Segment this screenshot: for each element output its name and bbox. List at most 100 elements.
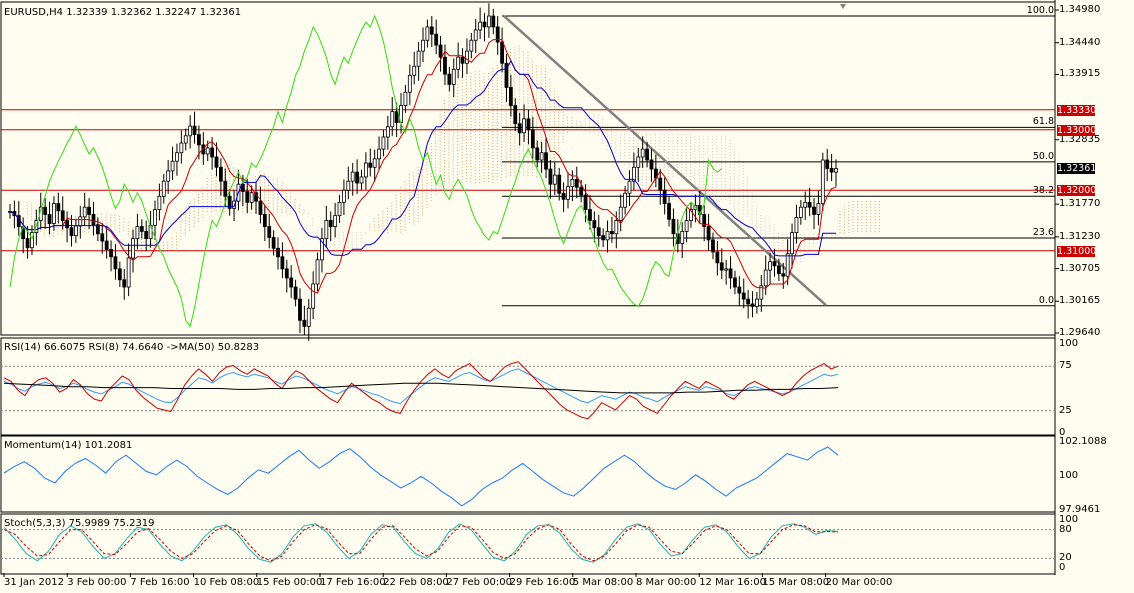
cloud-dot: [351, 253, 353, 255]
cloud-dot: [290, 201, 292, 203]
cloud-dot: [725, 198, 727, 200]
cloud-dot: [799, 248, 801, 250]
cloud-dot: [514, 91, 516, 93]
cloud-dot: [795, 248, 797, 250]
cloud-dot: [514, 136, 516, 138]
cloud-dot: [435, 127, 437, 129]
candle-body: [443, 56, 447, 75]
cloud-dot: [553, 135, 555, 137]
cloud-dot: [536, 98, 538, 100]
cloud-dot: [487, 103, 489, 105]
cloud-dot: [725, 183, 727, 185]
date-tick-label: 27 Feb 00:00: [446, 577, 512, 588]
cloud-dot: [531, 87, 533, 89]
cloud-dot: [492, 176, 494, 178]
cloud-dot: [470, 118, 472, 120]
candle-body: [684, 220, 689, 232]
candle-body: [671, 218, 676, 235]
cloud-dot: [479, 89, 481, 91]
cloud-dot: [461, 143, 463, 145]
cloud-dot: [219, 198, 221, 200]
cloud-dot: [523, 72, 525, 74]
cloud-dot: [553, 111, 555, 113]
cloud-dot: [606, 145, 608, 147]
cloud-dot: [395, 230, 397, 232]
cloud-dot: [729, 167, 731, 169]
candle-body: [412, 65, 417, 76]
cloud-dot: [479, 152, 481, 154]
cloud-dot: [698, 171, 700, 173]
cloud-dot: [52, 235, 54, 237]
cloud-dot: [729, 149, 731, 151]
cloud-dot: [676, 142, 678, 144]
cloud-dot: [465, 130, 467, 132]
cloud-dot: [452, 105, 454, 107]
cloud-dot: [646, 136, 648, 138]
cloud-dot: [584, 130, 586, 132]
cloud-dot: [553, 120, 555, 122]
cloud-dot: [470, 76, 472, 78]
cloud-dot: [285, 199, 287, 201]
cloud-dot: [439, 158, 441, 160]
cloud-dot: [553, 144, 555, 146]
cloud-dot: [479, 167, 481, 169]
cloud-dot: [487, 121, 489, 123]
cloud-dot: [400, 225, 402, 227]
candle-body: [342, 189, 346, 203]
cloud-dot: [777, 248, 779, 250]
cloud-dot: [483, 115, 485, 117]
candle-body: [588, 209, 592, 221]
cloud-dot: [628, 148, 630, 150]
cloud-dot: [716, 174, 718, 176]
cloud-dot: [474, 182, 476, 184]
cloud-dot: [492, 113, 494, 115]
indicator-tick-label: 75: [1059, 360, 1072, 372]
cloud-dot: [865, 231, 867, 233]
cloud-dot: [395, 197, 397, 199]
cloud-dot: [404, 229, 406, 231]
cloud-dot: [527, 171, 529, 173]
cloud-dot: [57, 227, 59, 229]
cloud-dot: [545, 128, 547, 130]
cloud-dot: [628, 166, 630, 168]
cloud-dot: [114, 214, 116, 216]
cloud-dot: [531, 165, 533, 167]
candle-body: [829, 168, 834, 173]
cloud-dot: [110, 217, 112, 219]
cloud-dot: [483, 76, 485, 78]
cloud-dot: [413, 187, 415, 189]
cloud-dot: [465, 178, 467, 180]
cloud-dot: [690, 172, 692, 174]
cloud-dot: [531, 63, 533, 65]
price-tick-label: 1.30165: [1059, 295, 1101, 307]
cloud-dot: [540, 92, 542, 94]
cloud-dot: [457, 87, 459, 89]
cloud-dot: [650, 133, 652, 135]
cloud-dot: [624, 139, 626, 141]
cloud-dot: [531, 96, 533, 98]
cloud-dot: [545, 80, 547, 82]
cloud-dot: [268, 197, 270, 199]
cloud-dot: [299, 205, 301, 207]
cloud-dot: [527, 54, 529, 56]
cloud-dot: [865, 216, 867, 218]
cloud-dot: [268, 206, 270, 208]
cloud-dot: [681, 145, 683, 147]
cloud-dot: [290, 198, 292, 200]
cloud-dot: [659, 136, 661, 138]
cloud-dot: [646, 178, 648, 180]
cloud-dot: [531, 81, 533, 83]
cloud-dot: [597, 113, 599, 115]
cloud-dot: [430, 172, 432, 174]
cloud-dot: [483, 151, 485, 153]
cloud-dot: [422, 184, 424, 186]
cloud-dot: [496, 97, 498, 99]
cloud-dot: [461, 107, 463, 109]
indicator-series: [3, 382, 839, 394]
cloud-dot: [509, 70, 511, 72]
cloud-dot: [233, 188, 235, 190]
cloud-dot: [593, 128, 595, 130]
cloud-dot: [501, 74, 503, 76]
